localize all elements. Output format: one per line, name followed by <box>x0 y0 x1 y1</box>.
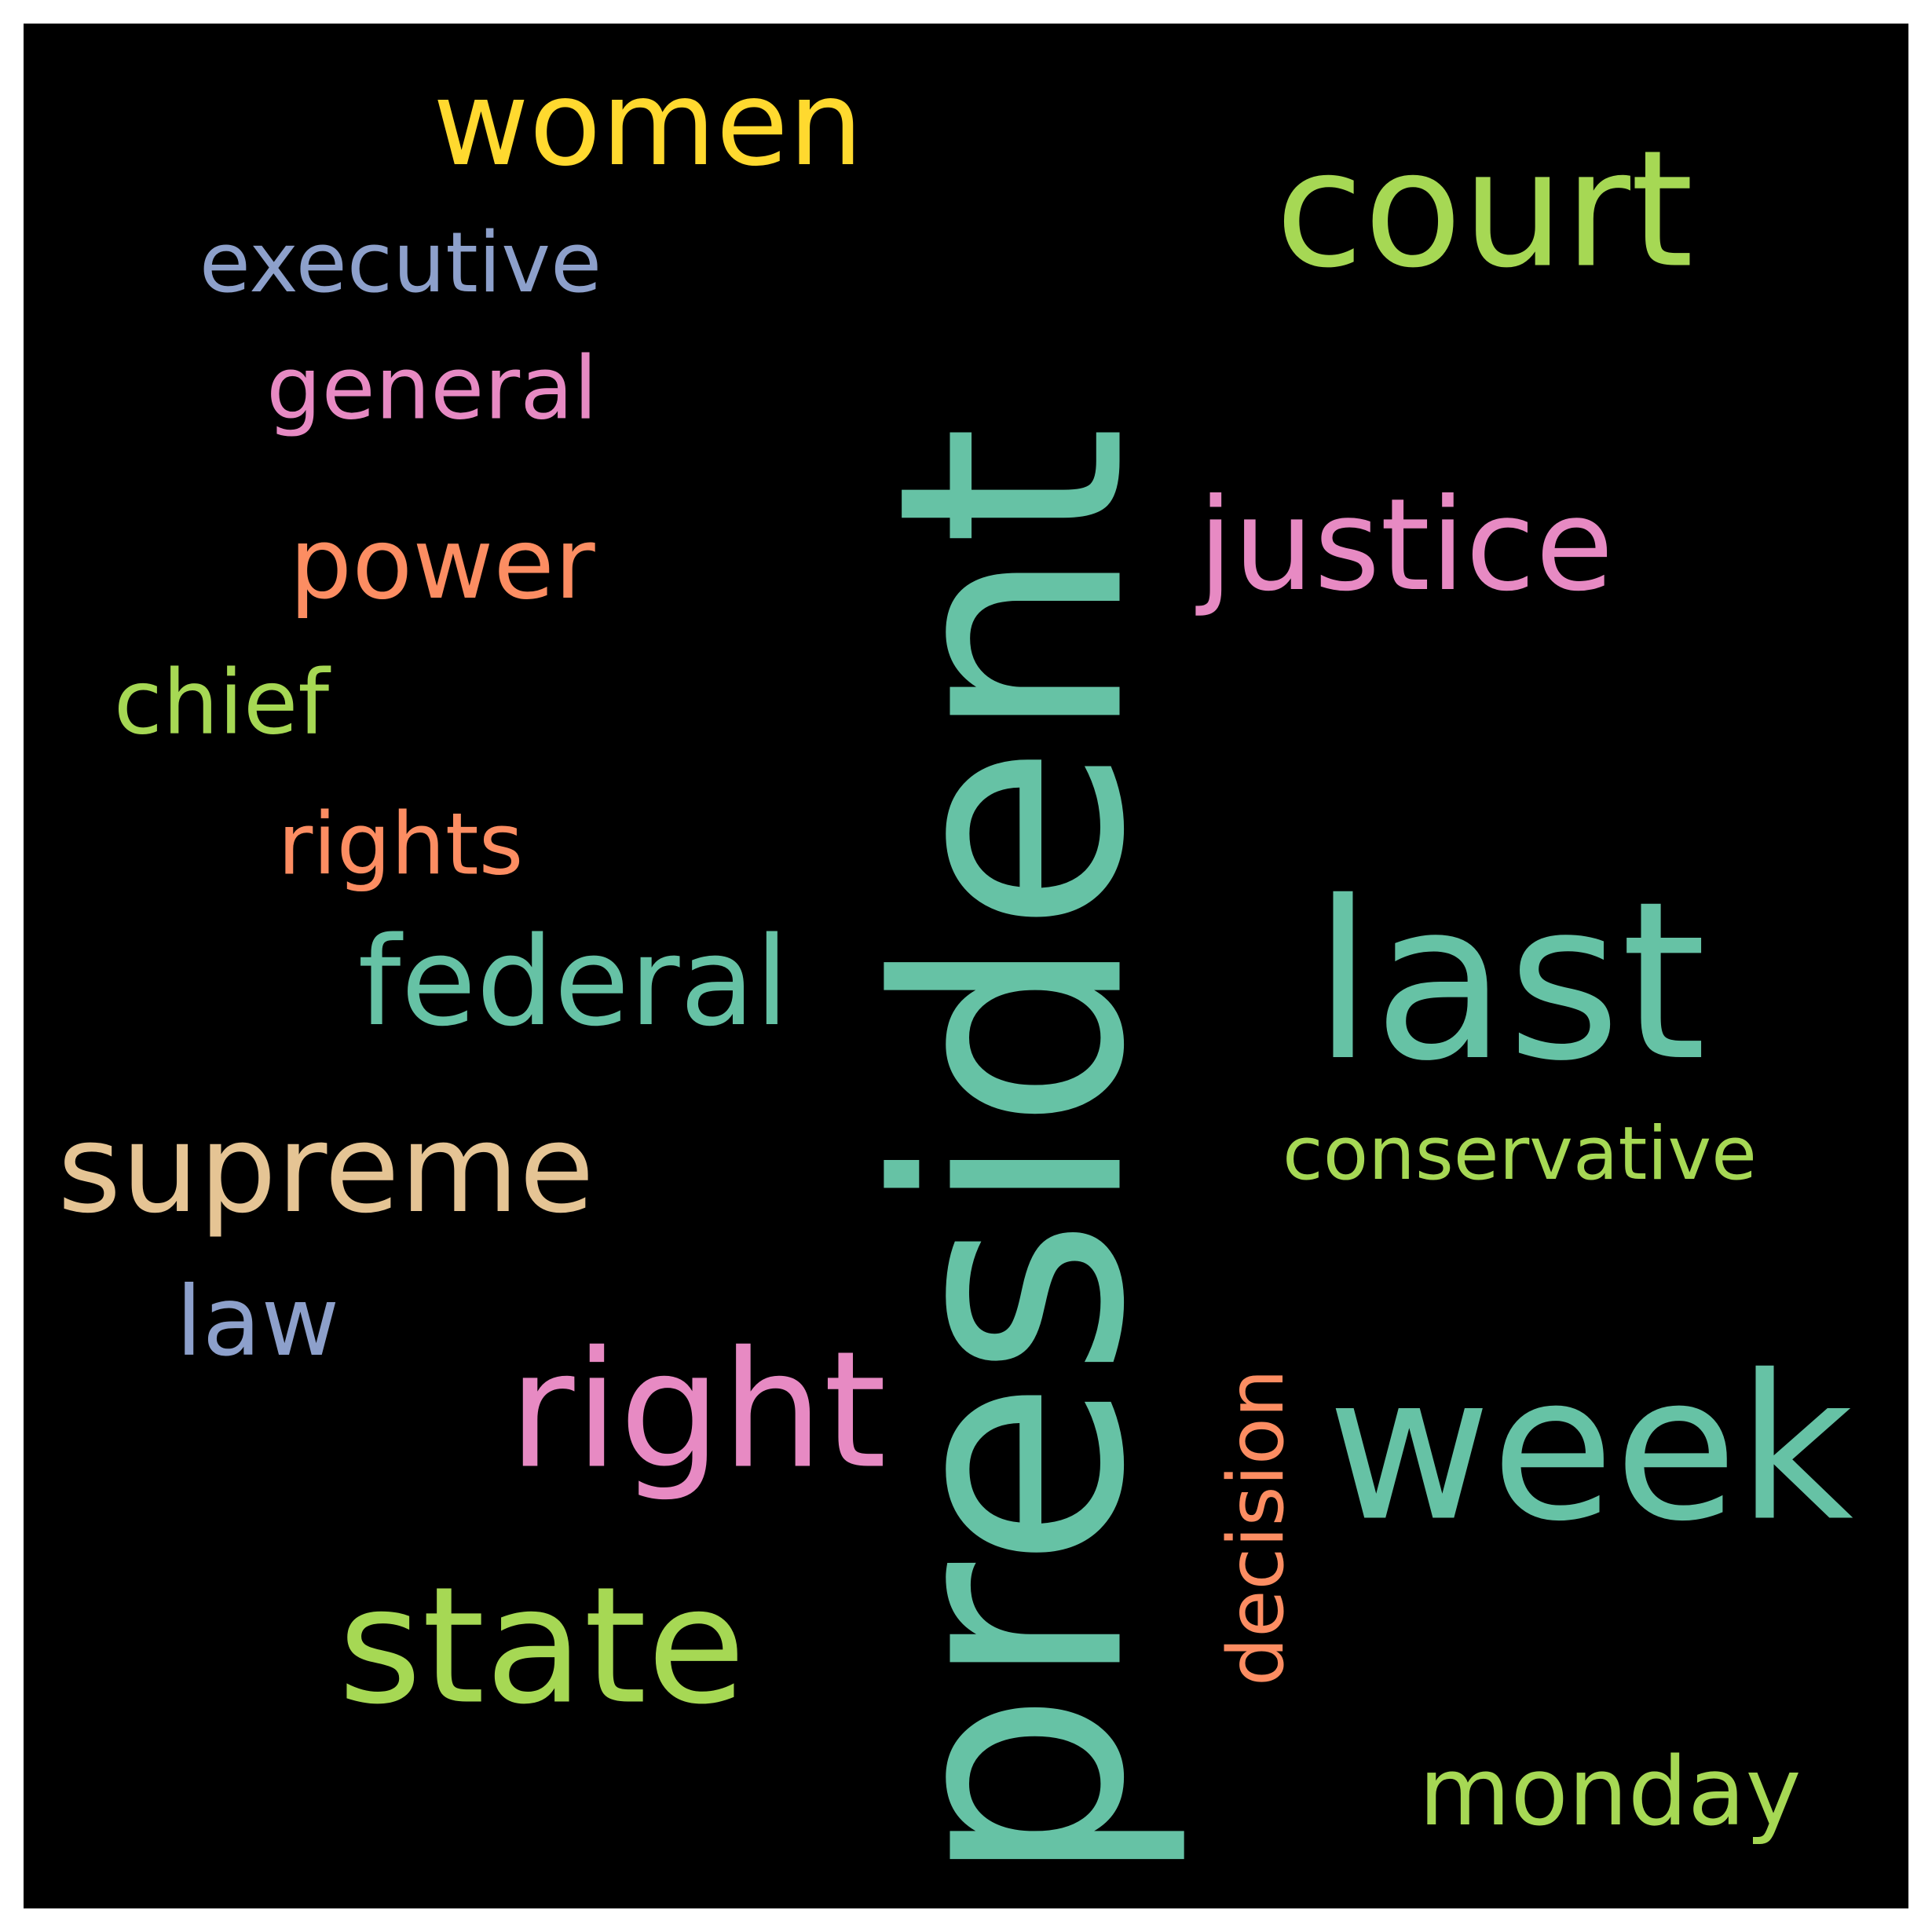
word-executive: executive <box>199 214 602 311</box>
word-decision: decision <box>1212 1369 1301 1686</box>
word-general: general <box>266 338 598 440</box>
word-supreme: supreme <box>57 1097 595 1240</box>
word-conservative: conservative <box>1283 1111 1757 1197</box>
word-president: president <box>832 425 1194 1887</box>
word-cloud-canvas: president last week court state right ju… <box>24 24 1908 1908</box>
word-chief: chief <box>113 650 330 755</box>
word-federal: federal <box>357 910 789 1053</box>
word-justice: justice <box>1198 472 1614 620</box>
word-law: law <box>175 1266 340 1378</box>
word-monday: monday <box>1418 1738 1802 1847</box>
word-right: right <box>508 1317 887 1505</box>
word-rights: rights <box>277 794 524 895</box>
word-last: last <box>1312 854 1707 1109</box>
word-power: power <box>289 506 595 621</box>
word-week: week <box>1327 1332 1853 1566</box>
word-state: state <box>338 1553 746 1740</box>
word-women: women <box>433 56 863 192</box>
word-court: court <box>1275 116 1694 304</box>
